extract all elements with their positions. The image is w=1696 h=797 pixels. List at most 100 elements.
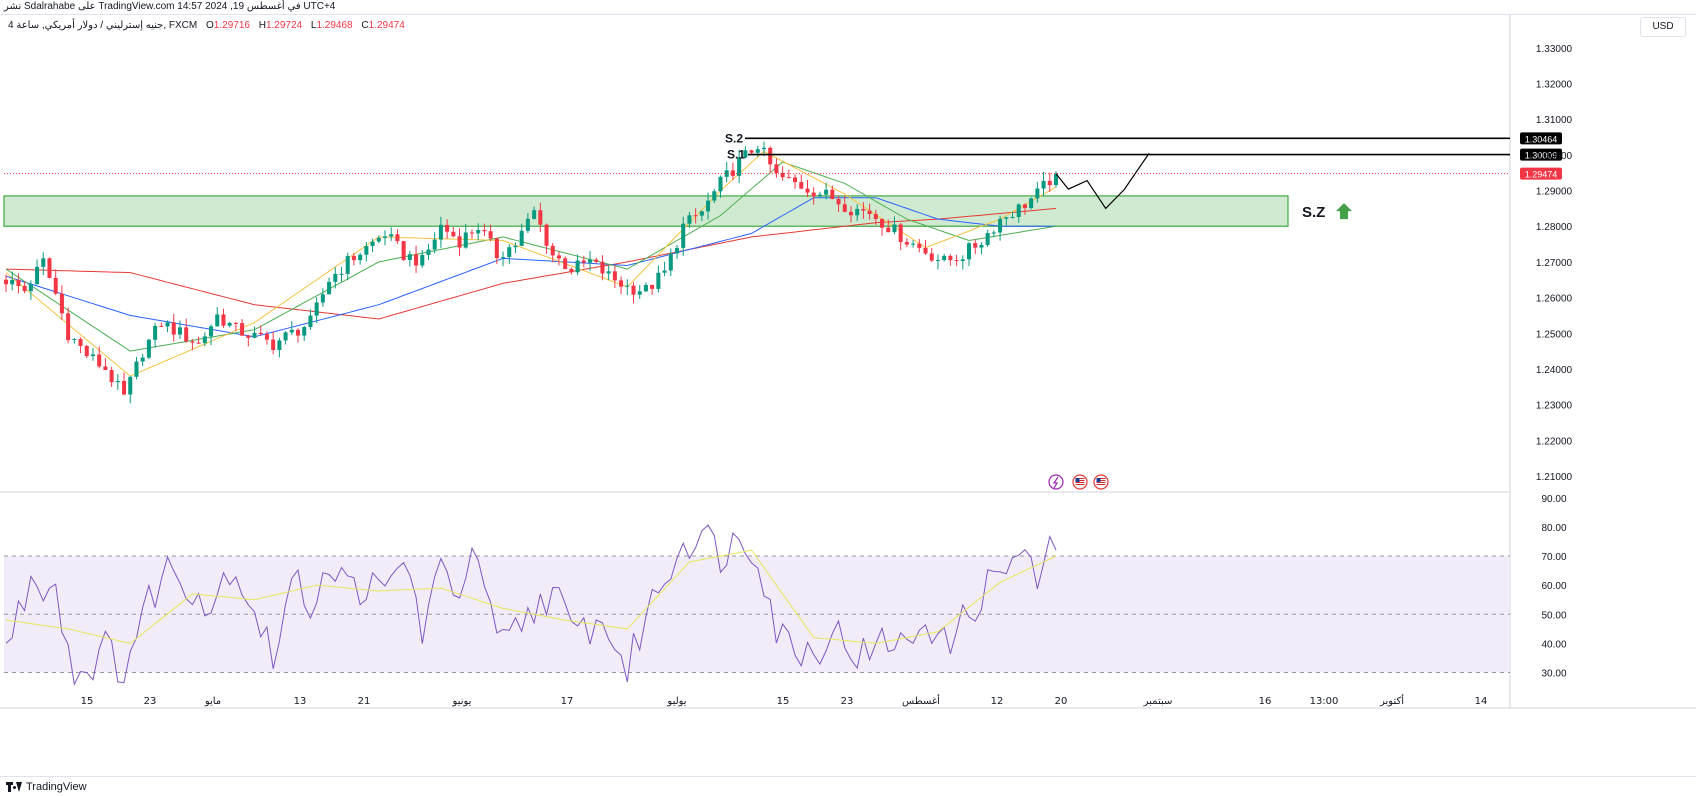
publish-bar: نشر Sdalrahabe على TradingView.com في أغ… bbox=[0, 0, 1696, 15]
candle-body bbox=[935, 260, 940, 262]
candle-body bbox=[780, 172, 785, 178]
support-zone bbox=[3, 195, 1289, 227]
candle-body bbox=[538, 210, 543, 225]
candle-body bbox=[855, 208, 860, 216]
candle-body bbox=[612, 271, 617, 281]
candle-body bbox=[706, 200, 711, 212]
candle-body bbox=[911, 243, 916, 245]
candle-body bbox=[836, 198, 841, 205]
candle-body bbox=[718, 176, 723, 192]
candle-body bbox=[606, 271, 611, 274]
us-flag-event-icon[interactable] bbox=[1072, 474, 1088, 490]
rsi-tick-label: 80.00 bbox=[1541, 523, 1566, 534]
candle-body bbox=[345, 256, 350, 274]
candle-body bbox=[998, 218, 1003, 233]
candle-body bbox=[283, 332, 288, 341]
candle-body bbox=[979, 244, 984, 248]
candle-body bbox=[892, 224, 897, 233]
candle-body bbox=[954, 260, 959, 262]
candle-body bbox=[16, 279, 21, 286]
candle-body bbox=[973, 243, 978, 248]
candle-body bbox=[103, 366, 108, 371]
close-value: 1.29474 bbox=[368, 20, 405, 31]
brand-name: TradingView bbox=[26, 781, 87, 793]
support-level-tag-label: 1.30009 bbox=[1525, 151, 1558, 161]
dividend-event-icon[interactable] bbox=[1048, 474, 1064, 490]
open-label: O bbox=[206, 20, 214, 31]
symbol-title: جنيه إسترليني / دولار أمريكي, ساعة 4, FX… bbox=[8, 20, 198, 31]
flag-canton bbox=[1096, 478, 1101, 482]
candle-body bbox=[426, 249, 431, 255]
candle-body bbox=[507, 247, 512, 258]
candle-body bbox=[650, 285, 655, 289]
candle-body bbox=[264, 334, 269, 340]
candle-body bbox=[575, 260, 580, 273]
candle-body bbox=[768, 147, 773, 165]
candle-body bbox=[395, 234, 400, 242]
candle-body bbox=[625, 285, 630, 287]
candle-body bbox=[985, 233, 990, 245]
candle-body bbox=[3, 279, 9, 285]
candle-body bbox=[47, 258, 52, 278]
support-zone-label: S.Z bbox=[1302, 204, 1325, 221]
candle-body bbox=[314, 302, 319, 316]
candle-body bbox=[737, 157, 742, 176]
candle-body bbox=[662, 270, 667, 273]
candle-body bbox=[457, 236, 462, 248]
tradingview-logo-icon bbox=[6, 782, 22, 792]
candle-body bbox=[202, 336, 207, 344]
candle-body bbox=[581, 260, 586, 263]
candle-body bbox=[140, 357, 145, 362]
low-value: 1.29468 bbox=[316, 20, 353, 31]
candle-body bbox=[153, 325, 158, 340]
price-tick-label: 1.28000 bbox=[1536, 222, 1573, 233]
candle-body bbox=[1016, 204, 1021, 218]
candle-body bbox=[221, 314, 226, 326]
time-tick-label: 21 bbox=[358, 696, 371, 707]
time-tick-label: يونيو bbox=[452, 696, 472, 707]
close-label: C bbox=[361, 20, 369, 31]
rsi-tick-label: 50.00 bbox=[1541, 610, 1566, 621]
candle-body bbox=[84, 345, 89, 357]
candle-body bbox=[960, 259, 965, 262]
flag-stripe bbox=[1096, 484, 1106, 485]
candle-body bbox=[97, 354, 102, 367]
candle-body bbox=[389, 234, 394, 237]
currency-button[interactable]: USD bbox=[1640, 17, 1686, 37]
candle-body bbox=[830, 189, 835, 199]
candle-body bbox=[66, 313, 71, 341]
time-tick-label: أغسطس bbox=[902, 694, 940, 707]
candle-body bbox=[898, 224, 903, 242]
candle-body bbox=[333, 273, 338, 282]
moving-average-line bbox=[5, 150, 1057, 377]
publish-info: نشر Sdalrahabe على TradingView.com في أغ… bbox=[4, 1, 336, 12]
candle-body bbox=[420, 254, 425, 266]
support-level-tag bbox=[1520, 132, 1562, 145]
candle-body bbox=[730, 170, 735, 176]
candle-body bbox=[966, 243, 972, 260]
candle-body bbox=[184, 327, 189, 342]
rsi-line bbox=[5, 524, 1057, 686]
candle-body bbox=[886, 227, 891, 233]
candle-body bbox=[177, 327, 182, 335]
candle-body bbox=[873, 214, 878, 220]
price-tick-label: 1.26000 bbox=[1536, 294, 1573, 305]
time-tick-label: 14 bbox=[1475, 696, 1488, 707]
candle-body bbox=[799, 182, 804, 189]
candle-body bbox=[942, 255, 947, 261]
candle-body bbox=[78, 339, 83, 346]
candle-body bbox=[904, 241, 909, 245]
us-flag-event-icon[interactable] bbox=[1093, 474, 1109, 490]
candle-body bbox=[1047, 180, 1052, 186]
time-tick-label: 23 bbox=[144, 696, 157, 707]
time-tick-label: يوليو bbox=[666, 696, 686, 707]
candle-body bbox=[382, 236, 388, 238]
footer-bar: TradingView bbox=[0, 776, 1696, 797]
candle-body bbox=[115, 381, 120, 383]
rsi-tick-label: 30.00 bbox=[1541, 669, 1566, 680]
candle-body bbox=[861, 208, 866, 211]
candle-body bbox=[72, 339, 77, 341]
low-label: L bbox=[310, 20, 317, 31]
projection-layer bbox=[1055, 152, 1150, 210]
